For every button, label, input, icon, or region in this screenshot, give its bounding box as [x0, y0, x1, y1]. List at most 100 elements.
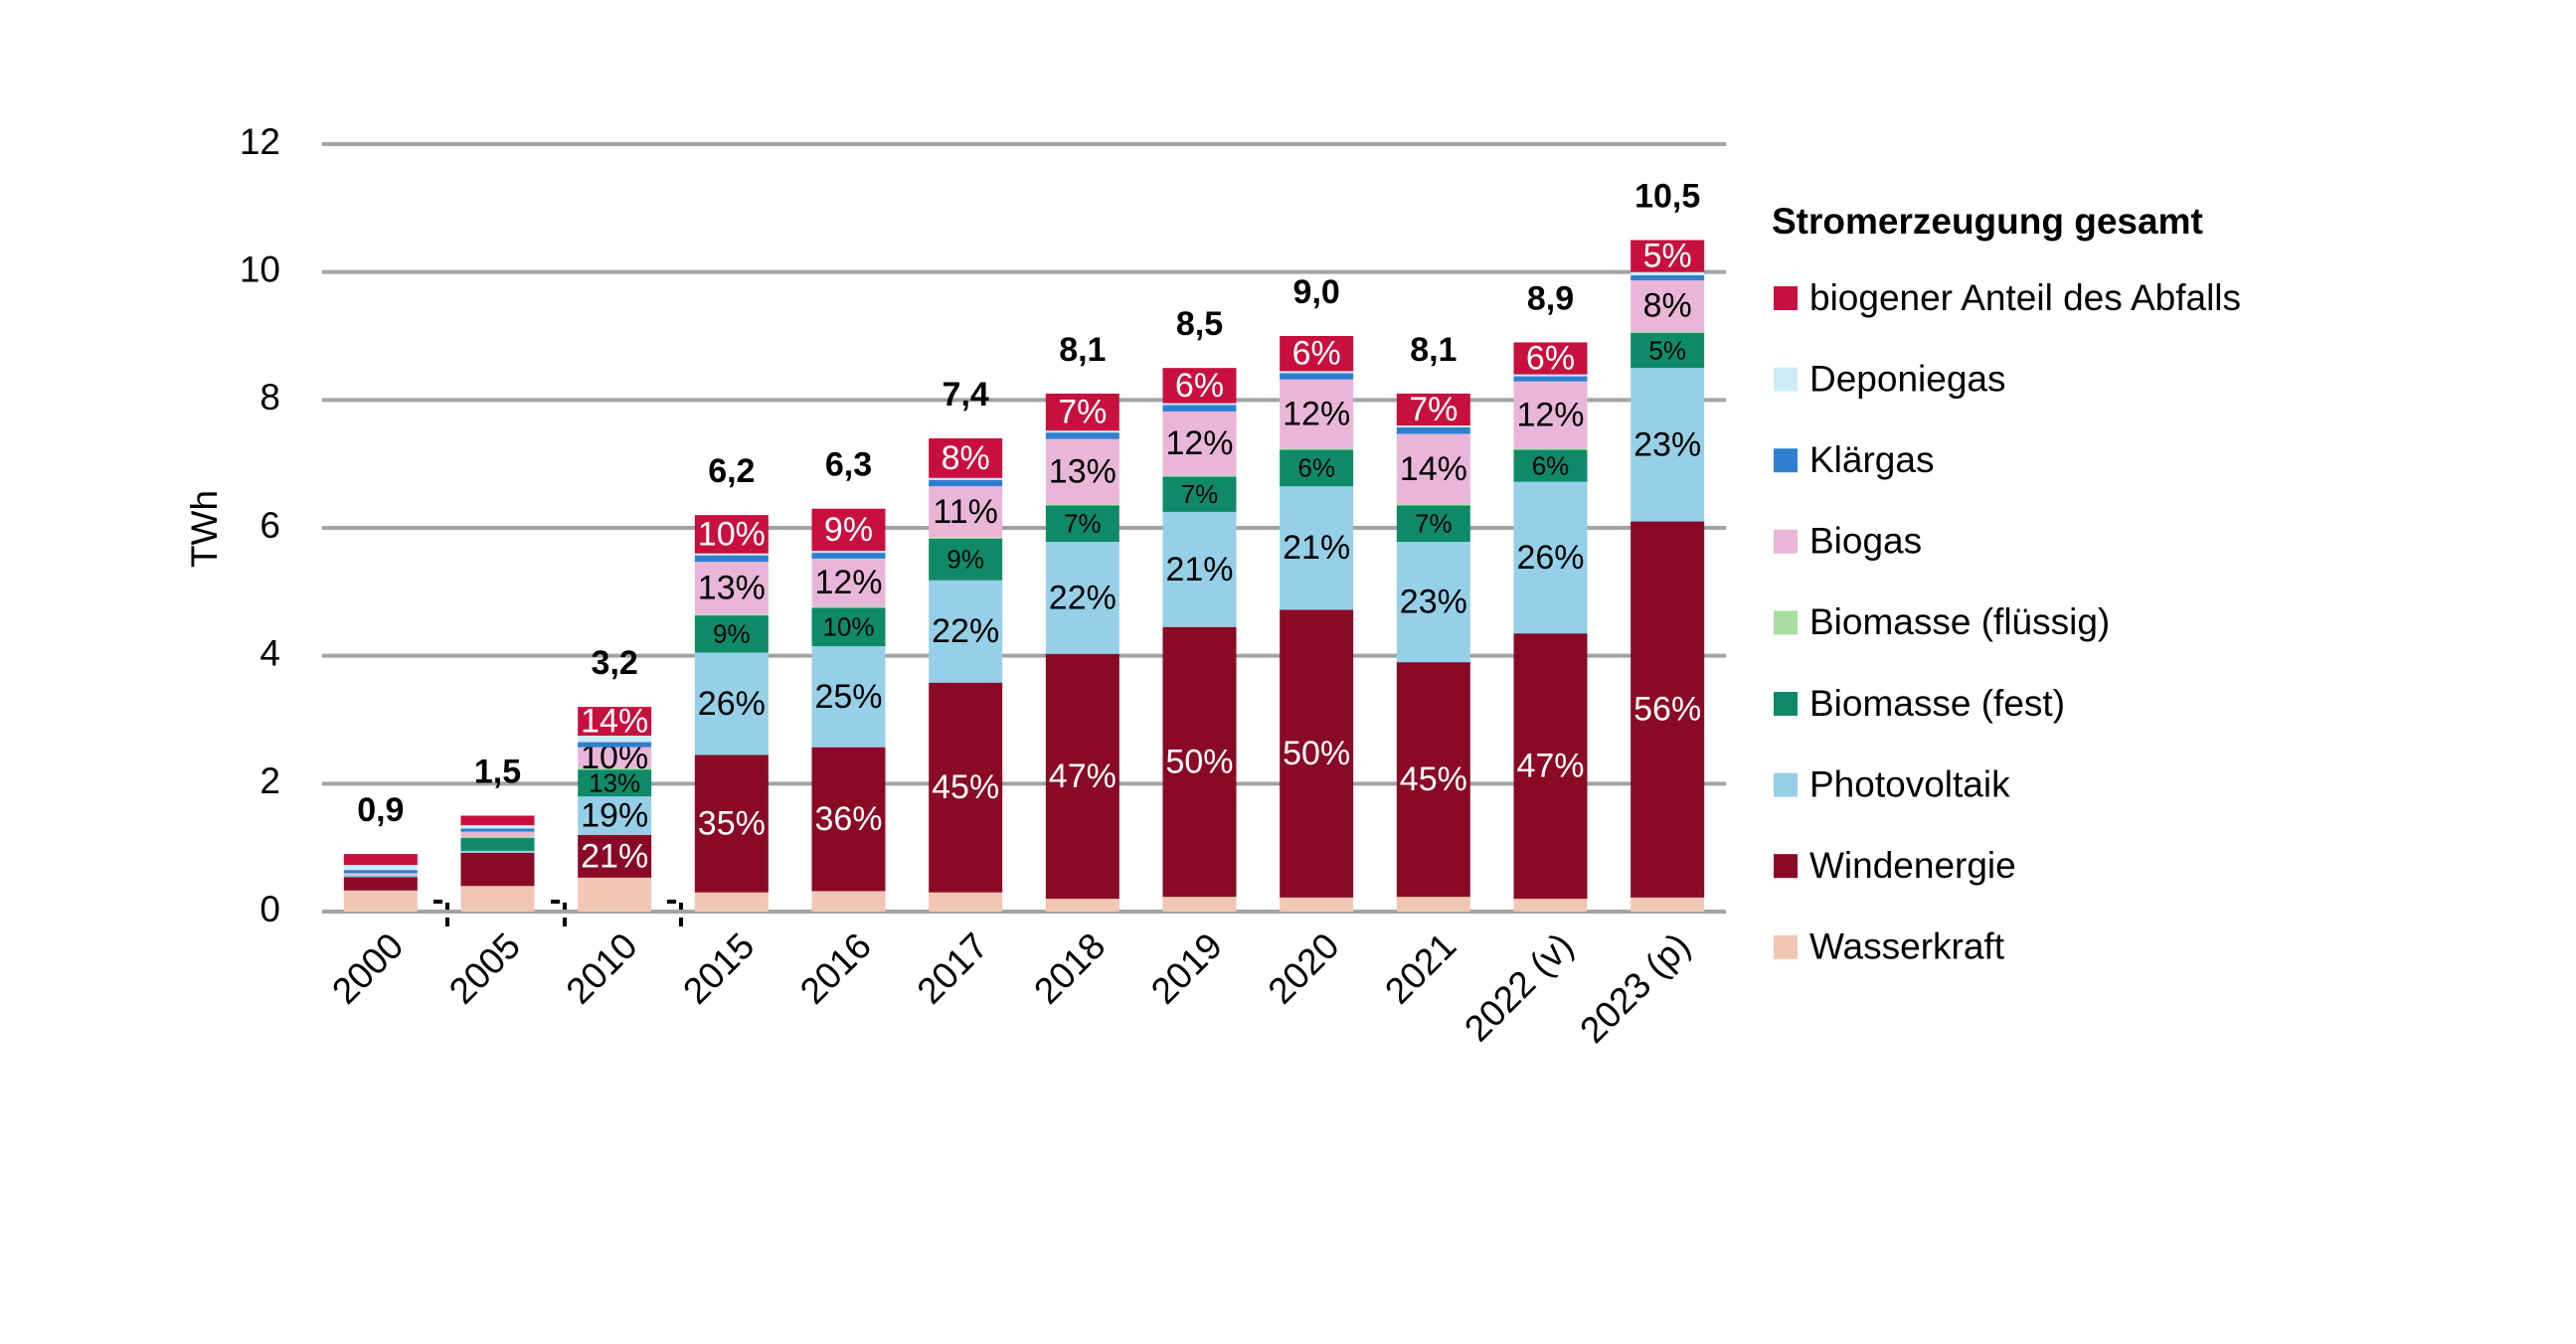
bar-segment: [1631, 280, 1705, 332]
bar-segment: [460, 831, 535, 837]
share-label: 6%: [1292, 335, 1341, 373]
bar-segment: [929, 486, 1003, 538]
bar-segment: [1396, 433, 1470, 505]
bar-segment: [578, 742, 652, 748]
bar-segment: [343, 877, 418, 891]
x-tick-label: 2019: [1143, 925, 1230, 1012]
bar-segment: [1280, 449, 1354, 487]
bar-segment: [1513, 376, 1588, 382]
share-label: 6%: [1297, 453, 1335, 483]
bar-segment: [694, 515, 769, 554]
share-label: 13%: [698, 569, 766, 606]
x-tick-label: 2010: [559, 925, 645, 1012]
axis-break: [433, 900, 449, 932]
bar-segment: [578, 767, 652, 770]
x-tick-label: 2018: [1026, 925, 1113, 1012]
legend-swatch: [1774, 772, 1798, 797]
bar-segment: [1513, 481, 1588, 634]
bar-segment: [811, 891, 886, 912]
total-label: 8,5: [1176, 305, 1223, 343]
total-label: 6,2: [708, 452, 755, 490]
total-label: 0,9: [357, 791, 404, 829]
x-tick-label: 2015: [675, 925, 762, 1012]
x-tick-label: 2016: [792, 925, 879, 1012]
total-label: 8,1: [1059, 331, 1106, 369]
bar-segment: [1162, 476, 1237, 512]
x-tick-label: 2022 (v): [1457, 925, 1581, 1050]
y-tick-label: 2: [259, 760, 280, 801]
share-label: 10%: [822, 612, 874, 642]
total-label: 8,9: [1527, 279, 1574, 317]
bar-segment: [1631, 332, 1705, 369]
bar-segment: [1045, 430, 1119, 433]
x-tick-label: 2023 (p): [1572, 925, 1697, 1051]
bar-segment: [1162, 411, 1237, 476]
bar-segment: [1045, 899, 1119, 912]
bar-segment: [578, 877, 652, 912]
share-label: 7%: [1181, 479, 1219, 509]
bar-segment: [460, 852, 535, 887]
bar-segment: [694, 553, 769, 556]
bar-segment: [1280, 609, 1354, 898]
bar-segment: [1045, 438, 1119, 505]
bar-segment: [1162, 403, 1237, 406]
bar-segment: [811, 558, 886, 607]
legend-label: Klärgas: [1809, 439, 1934, 480]
bar-segment: [929, 538, 1003, 581]
bar-segment: [694, 892, 769, 912]
bar-segment: [578, 796, 652, 835]
total-label: 6,3: [825, 446, 872, 484]
share-label: 6%: [1526, 340, 1575, 378]
total-label: 9,0: [1293, 273, 1340, 311]
bar-segment: [1396, 505, 1470, 543]
bar-segment: [460, 850, 535, 853]
legend-swatch: [1774, 286, 1798, 310]
bar-segment: [1513, 381, 1588, 449]
axis-breaks: [433, 900, 683, 932]
bar-segment: [460, 828, 535, 832]
total-label: 8,1: [1410, 331, 1457, 369]
share-label: 23%: [1633, 425, 1701, 463]
legend-label: Windenergie: [1809, 845, 2016, 886]
bar-segment: [694, 555, 769, 563]
legend-label: biogener Anteil des Abfalls: [1809, 277, 2241, 318]
legend-label: Biomasse (fest): [1809, 683, 2065, 724]
bar-segment: [1631, 521, 1705, 898]
share-label: 5%: [1643, 238, 1692, 275]
y-axis-label: TWh: [184, 490, 225, 568]
bar-segment: [694, 613, 769, 616]
bar-segment: [1162, 368, 1237, 404]
share-label: 7%: [1058, 394, 1107, 431]
legend-label: Biogas: [1809, 521, 1922, 562]
legend-label: Biomasse (flüssig): [1809, 601, 2110, 642]
bar-segment: [929, 682, 1003, 893]
bar-segment: [694, 615, 769, 653]
bar-segment: [578, 769, 652, 797]
share-label: 6%: [1175, 367, 1224, 405]
bar-segment: [1280, 897, 1354, 912]
bar-segment: [1631, 271, 1705, 275]
bar-segment: [578, 747, 652, 768]
bar-segment: [1396, 393, 1470, 426]
bar-segment: [343, 854, 418, 866]
bar-segment: [1280, 371, 1354, 374]
bar-segment: [1396, 662, 1470, 898]
share-label: 50%: [1165, 743, 1233, 780]
share-label: 45%: [932, 768, 999, 806]
share-label: 50%: [1283, 735, 1350, 772]
share-label: 8%: [1643, 287, 1692, 325]
bar-segment: [1631, 897, 1705, 912]
y-tick-label: 10: [240, 249, 280, 289]
bar-segment: [811, 508, 886, 552]
bar-segment: [1396, 542, 1470, 663]
share-label: 47%: [1049, 757, 1116, 795]
bar-segment: [1513, 374, 1588, 377]
bar-segment: [1045, 393, 1119, 431]
share-label: 14%: [1400, 450, 1467, 488]
bar-segment: [343, 865, 418, 871]
legend-swatch: [1774, 934, 1798, 959]
bar-segment: [1396, 504, 1470, 506]
x-tick-label: 2005: [441, 925, 528, 1012]
share-label: 35%: [698, 805, 766, 843]
bar-segment: [1045, 542, 1119, 654]
